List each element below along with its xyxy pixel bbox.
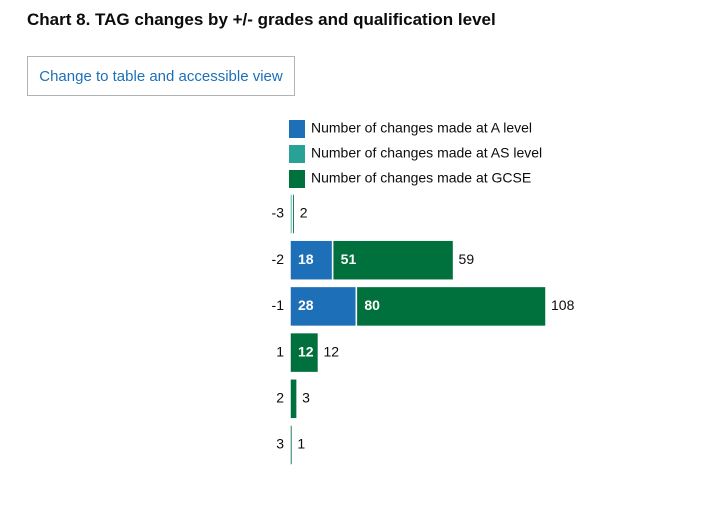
toggle-table-button[interactable]: Change to table and accessible view	[27, 56, 295, 96]
y-tick-label: -3	[272, 205, 285, 221]
legend-swatch	[289, 120, 305, 138]
bar-segment	[289, 285, 358, 328]
total-label: 3	[302, 390, 310, 406]
legend-label: Number of changes made at GCSE	[311, 170, 531, 186]
segment-label: 18	[298, 251, 314, 267]
bar-segment	[331, 239, 455, 281]
y-tick-label: 1	[276, 343, 284, 359]
segment-label: 80	[364, 297, 380, 313]
total-label: 108	[551, 297, 575, 313]
bar-segment	[289, 239, 334, 281]
total-label: 59	[459, 251, 475, 267]
chart-title: Chart 8. TAG changes by +/- grades and q…	[27, 10, 496, 29]
y-tick-label: 3	[276, 436, 284, 452]
y-tick-label: -2	[272, 251, 285, 267]
segment-label: 51	[341, 251, 357, 267]
legend-label: Number of changes made at AS level	[311, 145, 542, 161]
legend-swatch	[289, 170, 305, 188]
bar-segment	[289, 424, 294, 466]
y-tick-label: -1	[272, 297, 285, 313]
total-label: 2	[300, 205, 308, 221]
legend-swatch	[289, 145, 305, 163]
legend-label: Number of changes made at A level	[311, 120, 532, 136]
total-label: 1	[297, 436, 305, 452]
segment-label: 12	[298, 343, 314, 359]
segment-label: 28	[298, 297, 314, 313]
bar-segment	[289, 378, 298, 420]
bar-segment	[289, 331, 320, 374]
total-label: 12	[323, 343, 339, 359]
bar-segment	[355, 285, 547, 328]
y-tick-label: 2	[276, 390, 284, 406]
bar-segment	[291, 193, 296, 235]
